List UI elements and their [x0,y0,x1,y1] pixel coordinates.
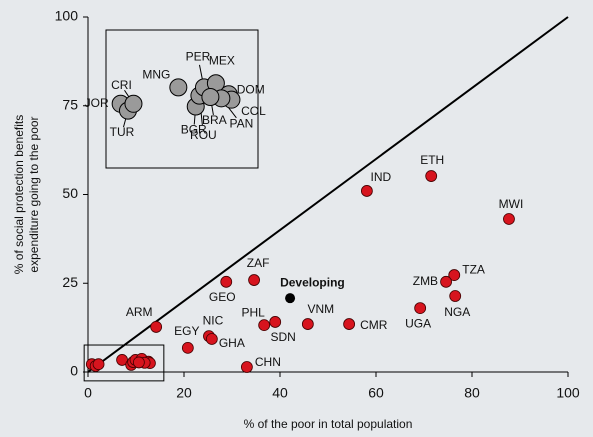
inset-label: PER [186,50,211,64]
zoom-box [83,344,165,382]
inset-label: BGR [181,123,207,137]
inset-label: BRA [202,113,227,127]
point [92,358,105,371]
y-tick-label: 25 [62,274,78,290]
inset-label: CRI [111,78,132,92]
point [258,319,271,332]
point-label: NIC [203,313,224,327]
point [116,354,128,366]
highlight-point [285,293,296,304]
point-label: UGA [405,316,431,330]
point [269,316,282,328]
y-axis-label: % of social protection benefits [12,115,26,274]
y-tick-label: 100 [55,8,79,24]
point-label: CHN [255,355,281,369]
point-label: PHL [241,305,265,319]
point [414,302,427,315]
point-label: GEO [209,290,236,304]
point-label: ZAF [247,256,270,270]
inset-label: MNG [142,68,170,82]
inset-label: ROU [190,128,217,142]
point [301,318,314,330]
point [360,185,373,197]
point [440,275,452,288]
point [150,321,163,333]
inset-box [105,29,259,169]
point-label: VNM [308,302,335,316]
point-label: NGA [444,305,470,319]
point [240,361,253,373]
point-label: MWI [499,197,524,211]
inset-point [124,94,143,113]
point-label: TZA [462,262,485,276]
y-axis-label: expenditure going to the poor [27,116,41,272]
point [205,333,218,345]
point-label: ETH [420,153,444,167]
inset-point [169,78,188,97]
point [343,318,356,330]
point [132,356,145,369]
point-label: CMR [360,318,388,332]
point [503,213,515,225]
inset-point [201,87,220,106]
x-tick-label: 40 [272,385,288,401]
x-axis-label: % of the poor in total population [244,417,413,431]
highlight-label: Developing [280,275,345,289]
inset-label: MEX [209,53,235,67]
y-tick-label: 50 [62,185,78,201]
inset-label: DOM [237,82,265,96]
point-label: EGY [174,324,199,338]
point-label: IND [371,170,392,184]
y-tick-label: 75 [62,96,78,112]
point [248,274,260,286]
diagonal [87,16,569,373]
x-tick-label: 20 [176,385,192,401]
y-tick-label: 0 [70,363,78,379]
inset-label: COL [241,104,266,118]
x-tick-label: 80 [464,385,480,401]
point-label: ARM [126,305,153,319]
point [448,269,461,281]
inset-label: PAN [229,116,253,130]
point [425,170,438,182]
point [220,275,233,288]
inset-label: TUR [110,125,135,139]
point-label: GHA [219,336,245,350]
x-tick-label: 0 [84,385,92,401]
point [449,290,462,302]
inset-label: JOR [85,96,109,110]
point-label: ZMB [413,274,438,288]
point-label: SDN [271,330,296,344]
x-tick-label: 100 [556,385,580,401]
x-tick-label: 60 [368,385,384,401]
point [181,341,194,354]
